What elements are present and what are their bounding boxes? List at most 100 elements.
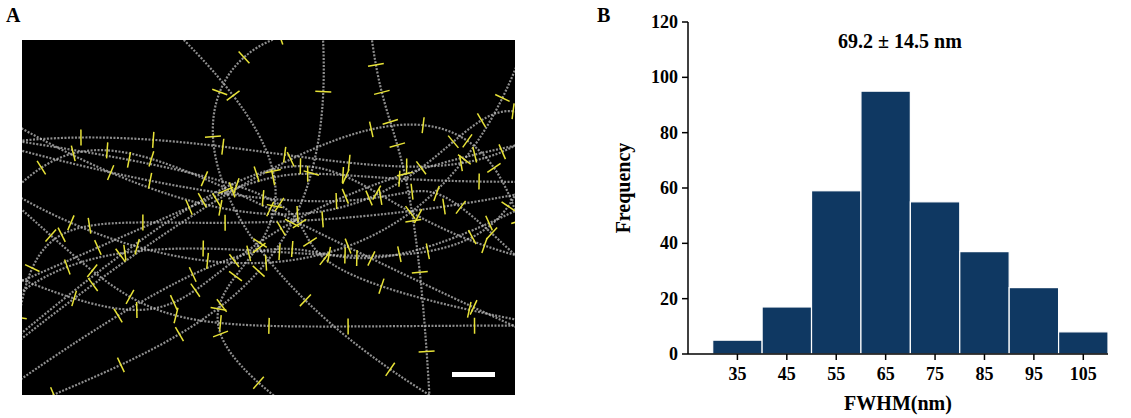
y-tick-label: 20 (660, 289, 678, 309)
profile-line (297, 206, 298, 222)
profile-line (411, 184, 413, 200)
filaments (22, 40, 515, 395)
profile-line (307, 166, 309, 182)
profile-line (149, 151, 154, 166)
filament (22, 166, 515, 341)
profile-line (495, 94, 509, 101)
y-tick-label: 100 (651, 67, 678, 87)
profile-line (117, 358, 124, 372)
profile-line (426, 243, 429, 259)
profile-line (136, 302, 138, 318)
filament (22, 125, 515, 347)
filament (29, 40, 324, 395)
panel-label: A (6, 4, 21, 26)
profile-line (474, 318, 476, 334)
profile-line (284, 147, 286, 163)
profile-line (95, 240, 101, 255)
y-tick (682, 298, 688, 300)
profile-line (186, 200, 192, 215)
profile-line (239, 51, 250, 63)
profile-line (205, 136, 221, 137)
x-tick (737, 354, 739, 360)
profile-line (202, 241, 204, 257)
profile-line (398, 171, 400, 187)
profile-line (287, 152, 294, 166)
profile-line (174, 308, 178, 324)
profile-line (71, 146, 75, 162)
profile-line (142, 214, 144, 230)
profile-line (220, 315, 222, 331)
profile-line (406, 159, 408, 175)
filament (22, 174, 515, 286)
profile-line (320, 252, 330, 265)
profile-line (370, 122, 373, 138)
profile-line (80, 130, 82, 146)
filament (22, 170, 515, 300)
profile-line (262, 190, 263, 206)
profile-line (265, 170, 281, 173)
profile-line (278, 244, 280, 260)
profile-line (390, 143, 405, 147)
filament (22, 201, 515, 327)
profile-line (22, 316, 27, 319)
profile-line (175, 327, 183, 341)
profile-line (443, 199, 445, 215)
x-tick-label: 105 (1070, 364, 1097, 384)
x-tick (835, 354, 837, 360)
profile-line (229, 254, 239, 267)
bar (861, 91, 910, 354)
bar (762, 307, 811, 354)
profile-line (379, 279, 384, 294)
profile-line (477, 113, 485, 127)
profile-line (275, 198, 284, 211)
profile-line (135, 239, 139, 254)
profile-line (366, 191, 372, 206)
profile-line (344, 248, 346, 264)
x-tick-label: 35 (728, 364, 746, 384)
profile-line (198, 193, 206, 207)
filament (22, 206, 515, 385)
y-tick (682, 132, 688, 134)
profile-line (201, 171, 207, 186)
profile-line (315, 91, 331, 93)
profile-line (342, 189, 348, 204)
x-tick-label: 75 (926, 364, 944, 384)
profile-line (487, 163, 500, 172)
x-tick-label: 45 (778, 364, 796, 384)
filament (22, 140, 515, 321)
profile-line (398, 246, 401, 262)
profile-line (343, 169, 350, 184)
profile-line (72, 291, 77, 306)
profile-line (478, 174, 480, 190)
profile-line (292, 241, 293, 257)
y-tick (682, 21, 688, 23)
profile-line (229, 271, 242, 281)
y-tick (682, 243, 688, 245)
y-tick-label: 0 (669, 344, 678, 364)
y-axis-title: Frequency (612, 143, 635, 234)
profile-line (124, 245, 126, 261)
filament (22, 43, 515, 263)
y-tick-label: 120 (651, 12, 678, 32)
profile-line (224, 215, 226, 231)
x-tick (934, 354, 936, 360)
filament (22, 137, 515, 166)
profile-line (368, 63, 384, 66)
profile-line (191, 284, 200, 297)
profile-line (108, 165, 114, 180)
profile-line (414, 209, 421, 223)
micrograph (22, 40, 515, 395)
profile-line (58, 228, 65, 242)
title: 69.2 ± 14.5 nm (838, 30, 962, 52)
bar (1059, 332, 1108, 354)
profile-line (374, 90, 390, 94)
x-tick (786, 354, 788, 360)
profile-line (299, 158, 301, 174)
profile-line (456, 201, 466, 214)
profile-line (347, 318, 349, 334)
profile-line (434, 186, 439, 201)
profile-line (416, 161, 426, 174)
profile-line (88, 278, 97, 291)
x-tick-label: 85 (975, 364, 993, 384)
profile-line (128, 152, 131, 168)
